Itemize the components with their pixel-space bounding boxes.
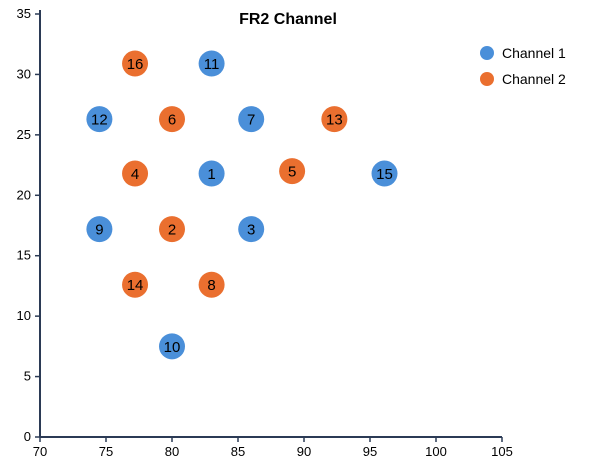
point-marker — [198, 50, 225, 77]
chart-title: FR2 Channel — [239, 11, 337, 28]
point-marker — [86, 106, 113, 133]
point-label: 7 — [247, 112, 255, 129]
legend-label: Channel 2 — [502, 71, 566, 87]
data-point: 2 — [159, 216, 185, 243]
y-tick-label: 30 — [17, 66, 31, 81]
data-point: 9 — [86, 216, 113, 243]
point-marker — [198, 271, 225, 298]
data-point: 12 — [86, 106, 113, 133]
x-tick-label: 90 — [297, 444, 311, 459]
point-label: 3 — [247, 222, 255, 239]
y-tick-label: 0 — [24, 429, 31, 444]
legend-marker — [480, 72, 494, 86]
legend-marker — [480, 46, 494, 60]
data-point: 13 — [321, 106, 348, 133]
data-point: 16 — [122, 50, 149, 77]
point-label: 11 — [204, 56, 220, 73]
point-marker — [279, 158, 306, 185]
data-point: 4 — [122, 160, 149, 187]
point-label: 1 — [207, 166, 215, 183]
point-label: 2 — [168, 222, 176, 239]
point-marker — [238, 216, 265, 243]
point-marker — [159, 216, 185, 243]
data-point: 3 — [238, 216, 265, 243]
data-point: 7 — [238, 106, 265, 133]
x-tick-label: 100 — [425, 444, 447, 459]
point-marker — [198, 160, 225, 187]
point-marker — [159, 333, 185, 360]
x-tick-label: 70 — [33, 444, 47, 459]
y-tick-label: 10 — [17, 308, 31, 323]
data-point: 8 — [198, 271, 225, 298]
point-label: 6 — [168, 112, 176, 129]
data-point: 5 — [279, 158, 306, 185]
legend-label: Channel 1 — [502, 45, 566, 61]
y-tick-label: 15 — [17, 248, 31, 263]
data-point: 6 — [159, 106, 185, 133]
point-label: 12 — [91, 112, 108, 129]
x-tick-label: 95 — [363, 444, 377, 459]
point-label: 15 — [376, 166, 393, 183]
data-point: 14 — [122, 271, 149, 298]
point-marker — [371, 160, 398, 187]
point-marker — [122, 271, 149, 298]
x-tick-label: 85 — [231, 444, 245, 459]
point-marker — [122, 50, 149, 77]
point-marker — [159, 106, 185, 133]
point-marker — [238, 106, 265, 133]
data-point: 1 — [198, 160, 225, 187]
point-label: 4 — [131, 166, 139, 183]
data-point: 15 — [371, 160, 398, 187]
data-point: 10 — [159, 333, 185, 360]
point-label: 16 — [127, 56, 144, 73]
point-label: 13 — [326, 112, 343, 129]
point-label: 5 — [288, 164, 296, 181]
y-tick-label: 20 — [17, 187, 31, 202]
point-label: 8 — [207, 277, 215, 294]
y-tick-label: 25 — [17, 127, 31, 142]
point-marker — [321, 106, 348, 133]
point-label: 10 — [164, 339, 181, 356]
x-tick-label: 75 — [99, 444, 113, 459]
y-tick-label: 35 — [17, 6, 31, 21]
x-tick-label: 80 — [165, 444, 179, 459]
point-label: 14 — [127, 277, 144, 294]
point-marker — [122, 160, 149, 187]
point-marker — [86, 216, 113, 243]
legend: Channel 1 Channel 2 — [480, 45, 566, 87]
point-label: 9 — [95, 222, 103, 239]
x-tick-label: 105 — [491, 444, 513, 459]
data-point: 11 — [198, 50, 225, 77]
y-tick-label: 5 — [24, 369, 31, 384]
